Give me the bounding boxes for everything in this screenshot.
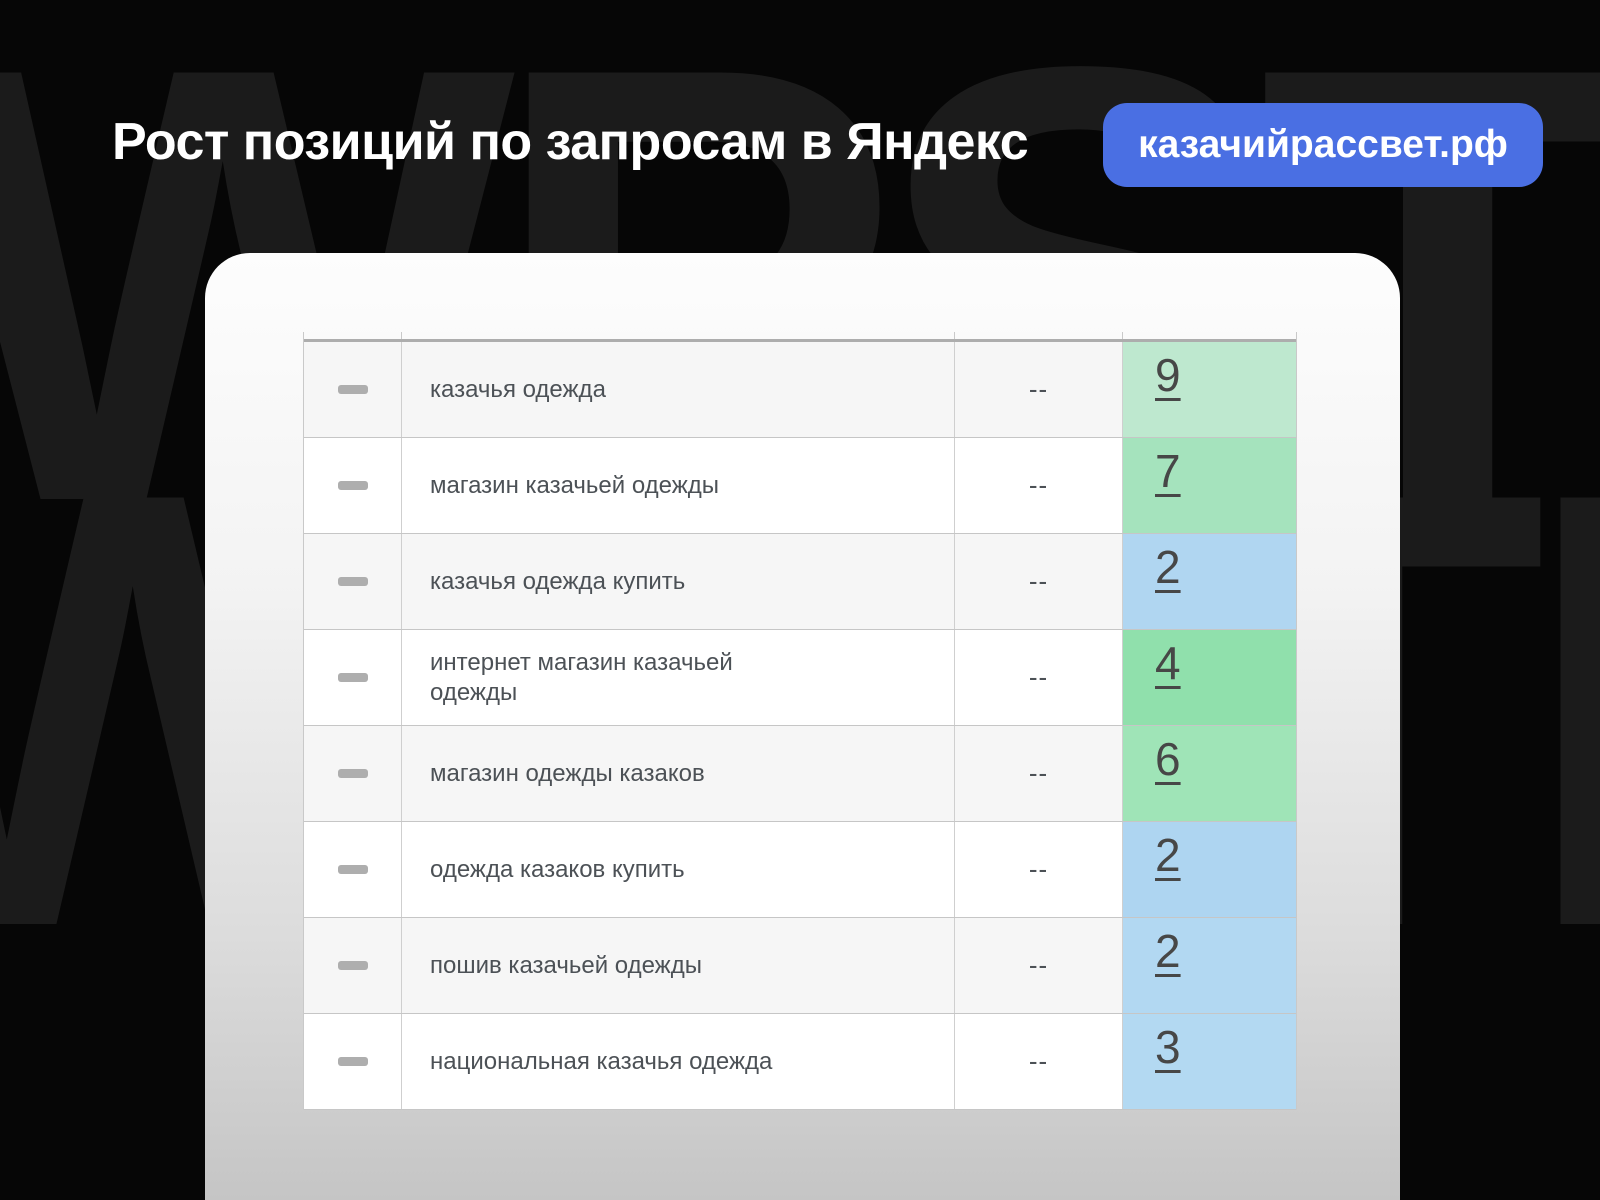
no-change-dash-icon [337,865,368,874]
query-cell: магазин казачьей одежды [401,438,954,533]
query-text: магазин одежды казаков [430,759,705,787]
position-link[interactable]: 9 [1155,349,1181,401]
position-cell: 6 [1122,726,1296,821]
query-text: интернет магазин казачьей одежды [430,648,733,706]
row-handle-cell [304,918,401,1013]
position-cell: 2 [1122,534,1296,629]
query-cell: казачья одежда купить [401,534,954,629]
previous-position-cell: -- [954,726,1122,821]
table-row: казачья одежда -- 9 [304,342,1296,438]
previous-position-cell: -- [954,918,1122,1013]
position-link[interactable]: 2 [1155,925,1181,977]
page-title: Рост позиций по запросам в Яндекс [112,113,1029,171]
position-link[interactable]: 6 [1155,733,1181,785]
no-change-dash-icon [337,481,368,490]
position-link[interactable]: 3 [1155,1021,1181,1073]
row-handle-cell [304,534,401,629]
table-row: пошив казачьей одежды -- 2 [304,918,1296,1014]
query-cell: магазин одежды казаков [401,726,954,821]
screenshot-card: казачья одежда -- 9 магазин казачьей одежды… [205,253,1400,1200]
query-cell: казачья одежда [401,342,954,437]
position-cell: 3 [1122,1014,1296,1109]
previous-position-cell: -- [954,342,1122,437]
table-row: интернет магазин казачьей одежды -- 4 [304,630,1296,726]
query-text: магазин казачьей одежды [430,471,720,499]
no-change-dash-icon [337,577,368,586]
previous-position-cell: -- [954,534,1122,629]
query-text: национальная казачья одежда [430,1047,773,1075]
query-cell: интернет магазин казачьей одежды [401,630,954,725]
previous-position-cell: -- [954,1014,1122,1109]
table-row: магазин казачьей одежды -- 7 [304,438,1296,534]
table-row: магазин одежды казаков -- 6 [304,726,1296,822]
no-change-dash-icon [337,769,368,778]
position-cell: 2 [1122,918,1296,1013]
previous-position-cell: -- [954,822,1122,917]
query-cell: национальная казачья одежда [401,1014,954,1109]
query-text: пошив казачьей одежды [430,951,702,979]
row-handle-cell [304,1014,401,1109]
position-link[interactable]: 2 [1155,829,1181,881]
row-handle-cell [304,726,401,821]
no-change-dash-icon [337,673,368,682]
table-body: казачья одежда -- 9 магазин казачьей одежды… [304,342,1296,1110]
row-handle-cell [304,822,401,917]
row-handle-cell [304,438,401,533]
position-cell: 4 [1122,630,1296,725]
position-cell: 7 [1122,438,1296,533]
table-row: одежда казаков купить -- 2 [304,822,1296,918]
domain-badge[interactable]: казачийрассвет.рф [1103,103,1543,187]
query-text: одежда казаков купить [430,855,685,883]
position-link[interactable]: 2 [1155,541,1181,593]
table-row: национальная казачья одежда -- 3 [304,1014,1296,1110]
position-cell: 9 [1122,342,1296,437]
query-cell: одежда казаков купить [401,822,954,917]
query-text: казачья одежда [430,375,606,403]
position-link[interactable]: 7 [1155,445,1181,497]
no-change-dash-icon [337,961,368,970]
row-handle-cell [304,630,401,725]
table-header-clipped [304,332,1296,342]
table-row: казачья одежда купить -- 2 [304,534,1296,630]
query-text: казачья одежда купить [430,567,686,595]
domain-badge-label: казачийрассвет.рф [1138,123,1508,166]
no-change-dash-icon [337,1057,368,1066]
row-handle-cell [304,342,401,437]
position-link[interactable]: 4 [1155,637,1181,689]
previous-position-cell: -- [954,438,1122,533]
previous-position-cell: -- [954,630,1122,725]
position-cell: 2 [1122,822,1296,917]
positions-table: казачья одежда -- 9 магазин казачьей одежды… [303,332,1297,1110]
query-cell: пошив казачьей одежды [401,918,954,1013]
no-change-dash-icon [337,385,368,394]
